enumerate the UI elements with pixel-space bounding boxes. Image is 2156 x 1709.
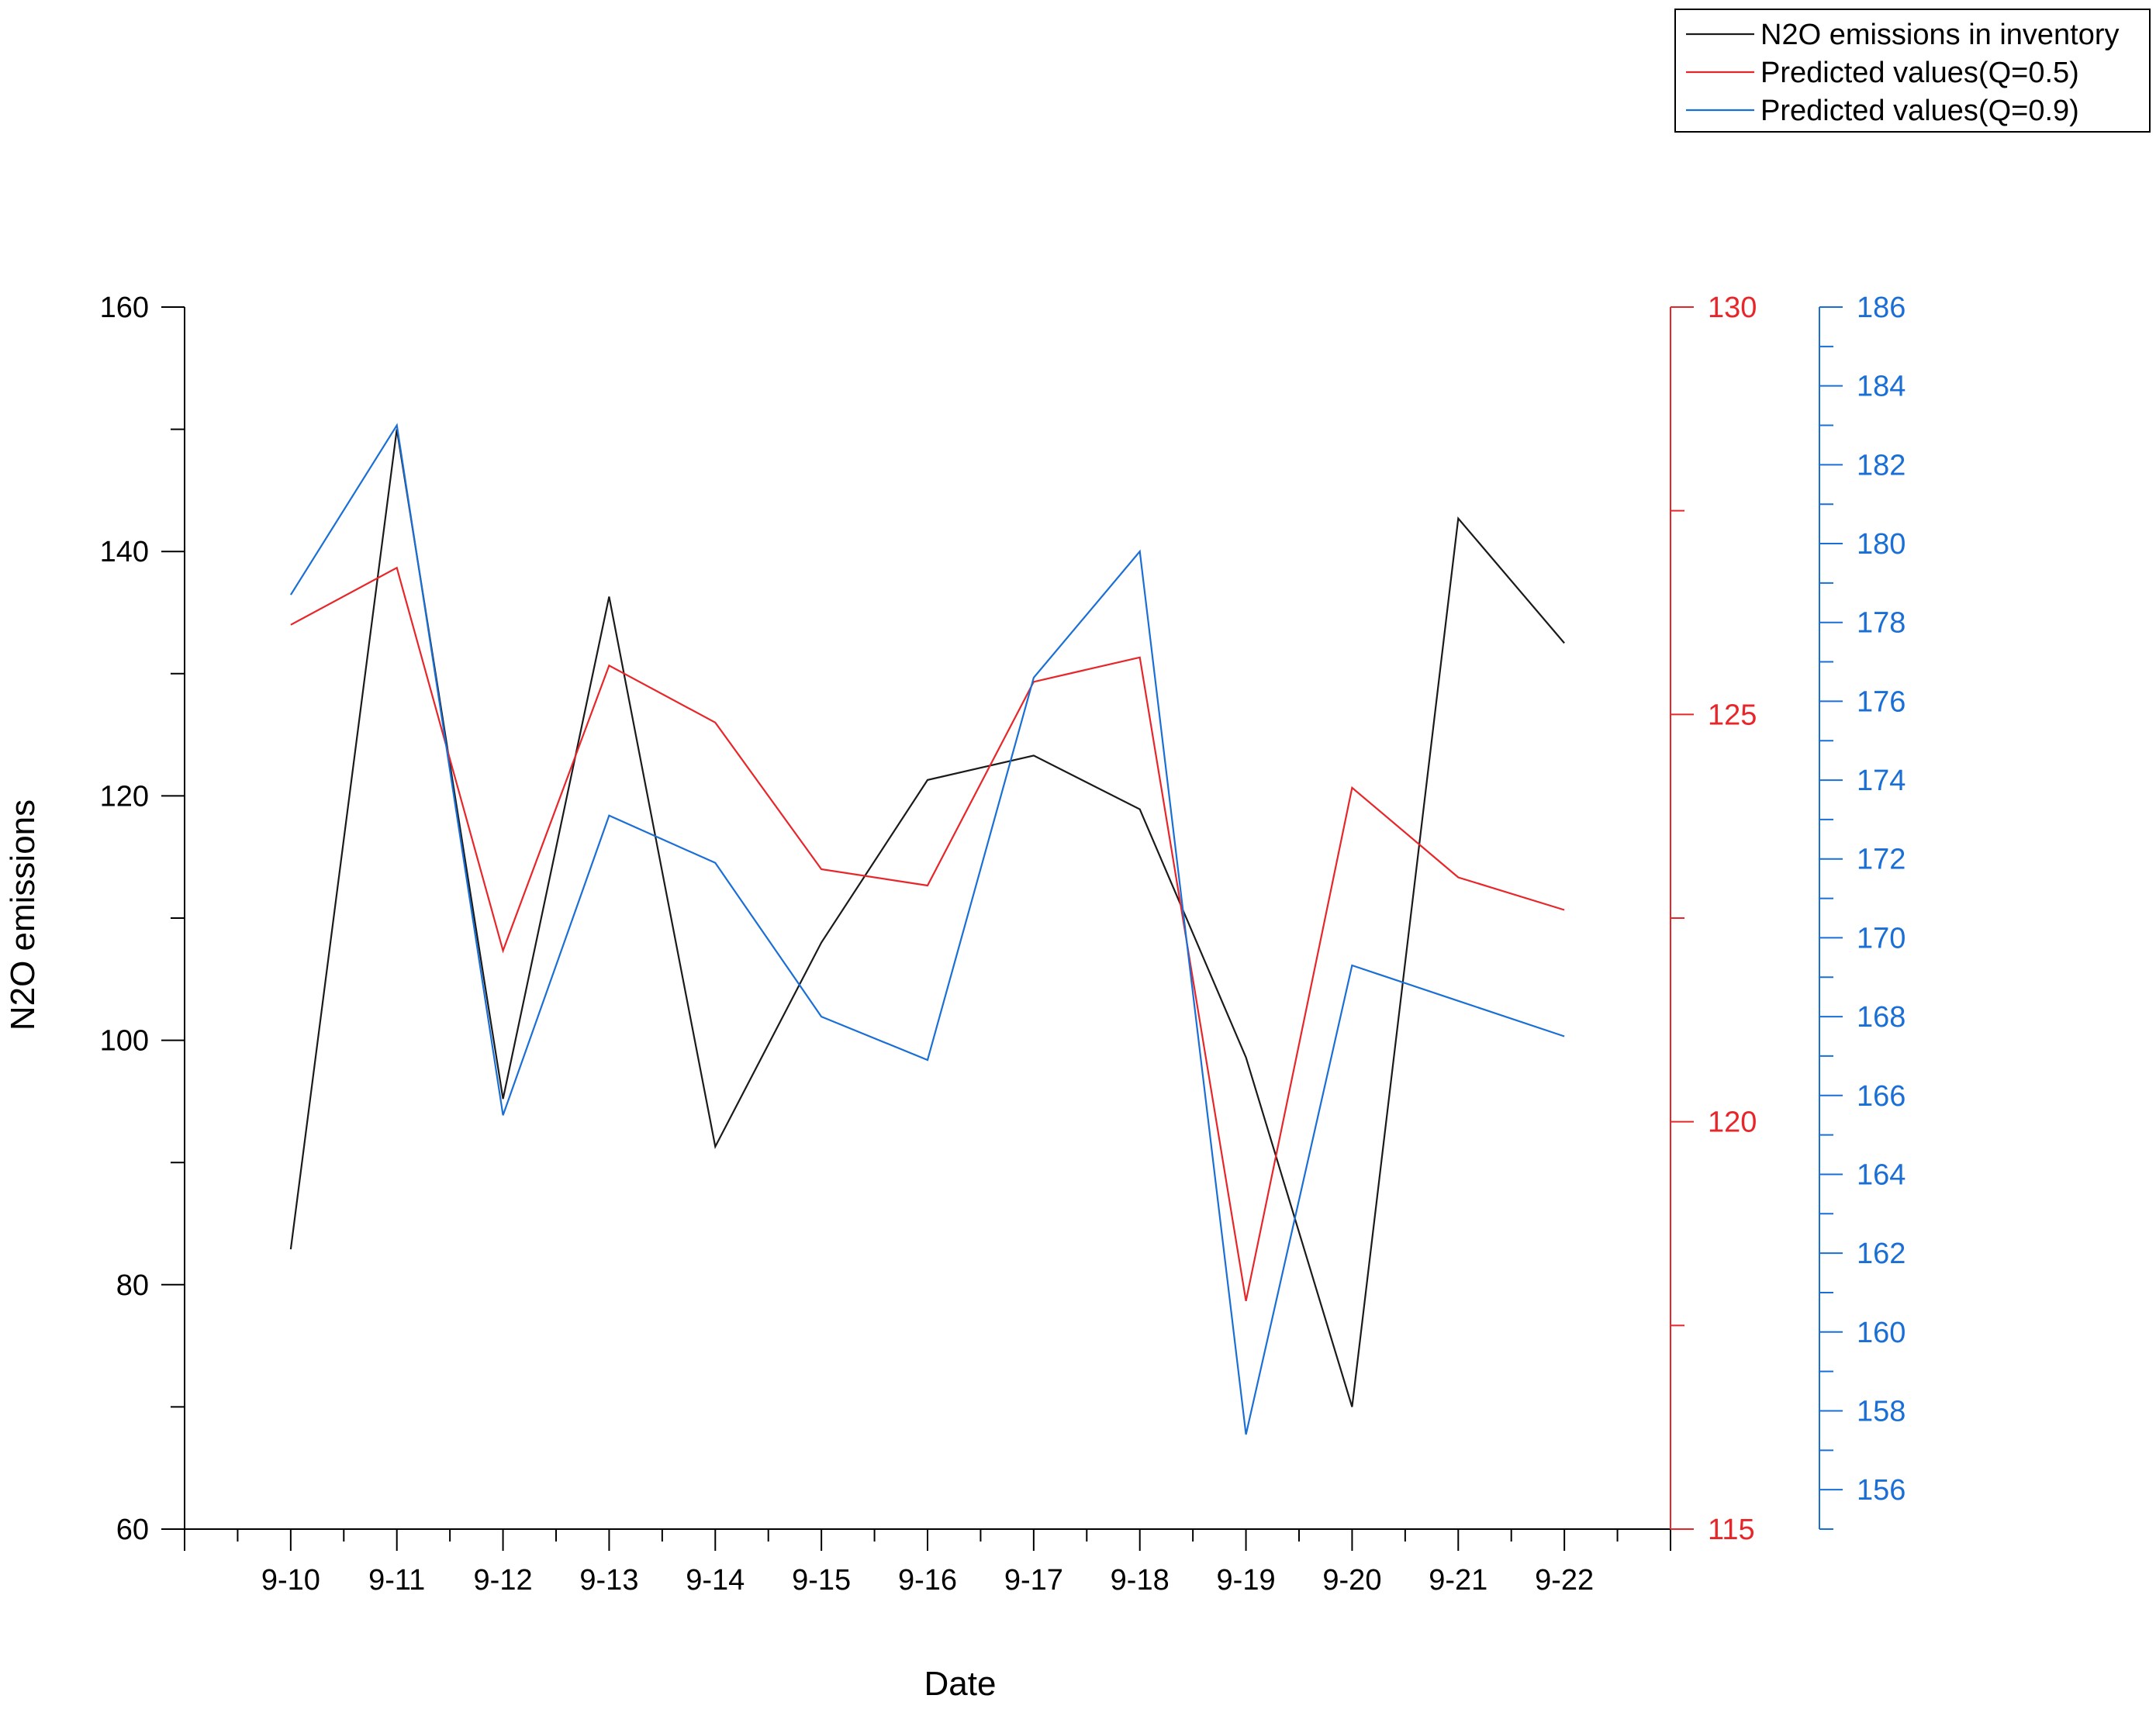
legend-box (1674, 9, 2151, 133)
series-lines (289, 423, 1565, 1435)
right-y-axis-blue-tick-label: 168 (1857, 1001, 1906, 1034)
legend: N2O emissions in inventory Predicted valu… (1674, 9, 2151, 133)
x-tick-label: 9-13 (579, 1564, 638, 1597)
right-y-axis-blue-tick-label: 160 (1857, 1317, 1906, 1349)
right-y-axis-red-tick-label: 130 (1708, 292, 1757, 324)
right-y-axis-blue-tick-label: 174 (1857, 765, 1906, 797)
legend-label: N2O emissions in inventory (1760, 19, 2120, 51)
x-tick-label: 9-11 (368, 1564, 425, 1597)
series-line-2 (289, 423, 1565, 1435)
series-line-1 (290, 566, 1565, 1302)
x-tick-label: 9-17 (1004, 1564, 1063, 1597)
right-y-axis-blue-tick-label: 172 (1857, 844, 1906, 876)
x-tick-label: 9-12 (474, 1564, 533, 1597)
legend-label: Predicted values(Q=0.9) (1760, 95, 2079, 127)
x-tick-label: 9-15 (792, 1564, 851, 1597)
right-y-axis-blue-tick-label: 164 (1857, 1158, 1906, 1191)
x-tick-label: 9-14 (686, 1564, 745, 1597)
legend-label: Predicted values(Q=0.5) (1760, 57, 2079, 89)
x-tick-label: 9-21 (1429, 1564, 1487, 1597)
right-y-axis-blue-tick-label: 182 (1857, 449, 1906, 482)
series-line-0 (289, 429, 1565, 1407)
axes: 9-10 9-11 9-12 9-13 9-14 9-15 9-16 9-17 9-18 9-19… (100, 292, 1906, 1597)
x-tick-label: 9-18 (1111, 1564, 1170, 1597)
x-axis-title: Date (924, 1665, 997, 1703)
right-y-axis-blue-tick-label: 176 (1857, 685, 1906, 718)
right-y-axis-blue-tick-label: 156 (1857, 1474, 1906, 1507)
left-y-axis-tick-label: 60 (116, 1514, 149, 1546)
x-tick-label: 9-22 (1535, 1564, 1594, 1597)
x-tick-label: 9-20 (1322, 1564, 1381, 1597)
right-y-axis-blue-tick-label: 162 (1857, 1238, 1906, 1270)
y-axis-title: N2O emissions (4, 799, 42, 1031)
left-y-axis-tick-label: 160 (100, 292, 149, 324)
right-y-axis-red-tick-label: 120 (1708, 1107, 1757, 1139)
left-y-axis-tick-label: 80 (116, 1269, 149, 1302)
x-tick-label: 9-10 (261, 1564, 320, 1597)
right-y-axis-blue-tick-label: 178 (1857, 607, 1906, 640)
x-tick-label: 9-19 (1217, 1564, 1276, 1597)
left-y-axis-tick-label: 120 (100, 780, 149, 813)
right-y-axis-blue-tick-label: 166 (1857, 1080, 1906, 1113)
left-y-axis-tick-label: 140 (100, 536, 149, 568)
left-y-axis-tick-label: 100 (100, 1025, 149, 1058)
right-y-axis-red-tick-label: 125 (1708, 699, 1757, 731)
x-tick-label: 9-16 (898, 1564, 957, 1597)
right-y-axis-blue-tick-label: 170 (1857, 922, 1906, 955)
right-y-axis-blue-tick-label: 186 (1857, 292, 1906, 324)
right-y-axis-blue-tick-label: 158 (1857, 1395, 1906, 1428)
right-y-axis-blue-tick-label: 180 (1857, 528, 1906, 561)
right-y-axis-red-tick-label: 115 (1708, 1514, 1755, 1546)
right-y-axis-blue-tick-label: 184 (1857, 371, 1906, 403)
